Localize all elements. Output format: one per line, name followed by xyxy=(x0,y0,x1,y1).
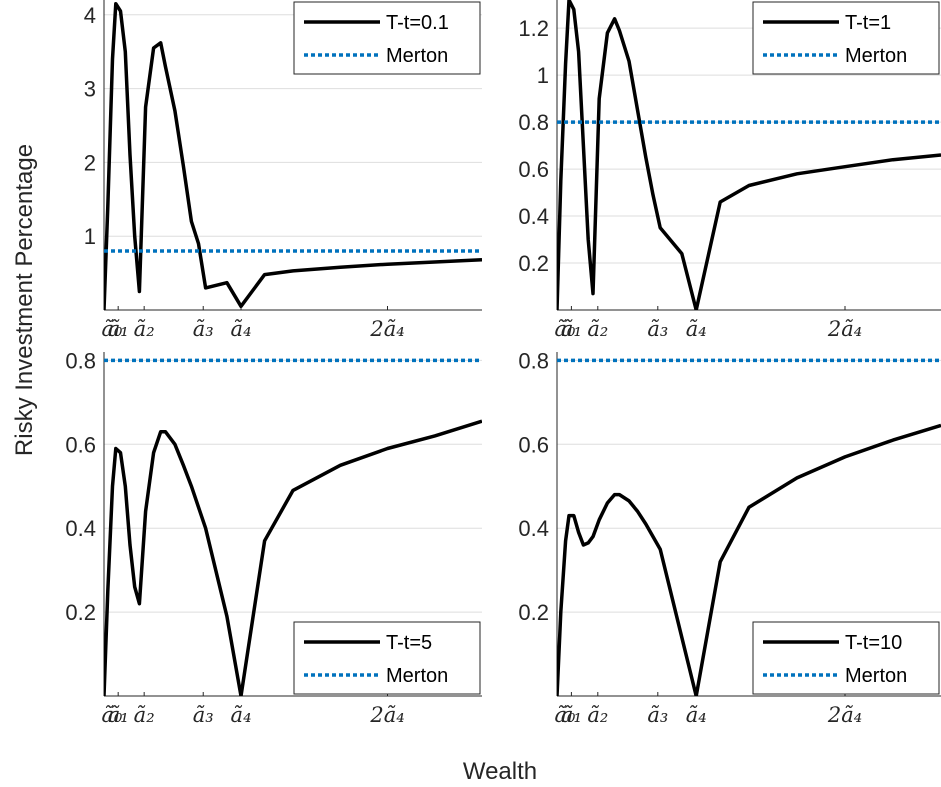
legend-entry: Merton xyxy=(845,45,907,67)
y-tick-label: 0.8 xyxy=(65,348,96,373)
y-tick-label: 0.2 xyxy=(518,600,549,625)
legend-box xyxy=(752,1,940,75)
x-axis-label: Wealth xyxy=(463,758,537,785)
x-tick-label: ã₂ xyxy=(587,703,608,727)
wealth-series-line xyxy=(104,419,482,696)
x-tick-label: ã₁ xyxy=(561,703,582,727)
legend: T-t=5 Merton xyxy=(293,621,481,695)
legend-box xyxy=(293,621,481,695)
y-axis-label: Risky Investment Percentage xyxy=(11,144,38,456)
x-tick-label: ã₀ xyxy=(555,703,577,727)
x-tick-label: ã₄ xyxy=(686,317,707,341)
legend-entry: Merton xyxy=(845,665,907,687)
legend-entry: T-t=1 xyxy=(845,12,891,34)
legend-entry: T-t=0.1 xyxy=(386,12,449,34)
x-tick-label: ã₁ xyxy=(561,317,582,341)
y-tick-label: 1 xyxy=(537,63,549,88)
y-tick-label: 0.4 xyxy=(518,516,549,541)
legend-entry: T-t=10 xyxy=(845,632,902,654)
y-tick-label: 0.6 xyxy=(518,432,549,457)
y-tick-label: 2 xyxy=(84,150,96,175)
y-tick-label: 0.2 xyxy=(65,600,96,625)
x-tick-label: ã₁ xyxy=(108,703,129,727)
wealth-series-line xyxy=(557,423,941,696)
legend: T-t=1 Merton xyxy=(752,1,940,75)
x-tick-label: ã₂ xyxy=(587,317,608,341)
y-tick-label: 0.6 xyxy=(65,432,96,457)
x-tick-label: ã₂ xyxy=(134,317,155,341)
y-tick-label: 4 xyxy=(84,3,96,28)
x-tick-label: ã₄ xyxy=(686,703,707,727)
x-tick-label: ã₃ xyxy=(647,317,668,341)
x-tick-label: ã₁ xyxy=(108,317,129,341)
y-tick-label: 0.8 xyxy=(518,348,549,373)
y-tick-label: 0.4 xyxy=(65,516,96,541)
x-tick-label: ã₃ xyxy=(193,703,214,727)
x-tick-label: ã₀ xyxy=(555,317,577,341)
legend: T-t=10 Merton xyxy=(752,621,940,695)
x-tick-label: ã₀ xyxy=(102,317,124,341)
x-tick-label: ã₄ xyxy=(231,317,252,341)
x-tick-label: 2ã₄ xyxy=(369,317,404,341)
legend-entry: Merton xyxy=(386,665,448,687)
y-tick-label: 1 xyxy=(84,224,96,249)
x-tick-label: ã₀ xyxy=(102,703,124,727)
y-tick-label: 0.4 xyxy=(518,204,549,229)
x-tick-label: ã₂ xyxy=(134,703,155,727)
y-tick-label: 0.2 xyxy=(518,251,549,276)
x-tick-label: 2ã₄ xyxy=(827,703,862,727)
x-tick-label: ã₃ xyxy=(193,317,214,341)
y-tick-label: 0.6 xyxy=(518,157,549,182)
wealth-series-line xyxy=(557,0,941,310)
x-tick-label: ã₄ xyxy=(231,703,252,727)
legend-entry: Merton xyxy=(386,45,448,67)
x-tick-label: 2ã₄ xyxy=(827,317,862,341)
legend-entry: T-t=5 xyxy=(386,632,432,654)
x-tick-label: ã₃ xyxy=(647,703,668,727)
legend: T-t=0.1 Merton xyxy=(293,1,481,75)
x-tick-label: 2ã₄ xyxy=(369,703,404,727)
legend-box xyxy=(293,1,481,75)
wealth-series-line xyxy=(104,1,482,310)
y-tick-label: 1.2 xyxy=(518,16,549,41)
legend-box xyxy=(752,621,940,695)
y-tick-label: 3 xyxy=(84,77,96,102)
y-tick-label: 0.8 xyxy=(518,110,549,135)
